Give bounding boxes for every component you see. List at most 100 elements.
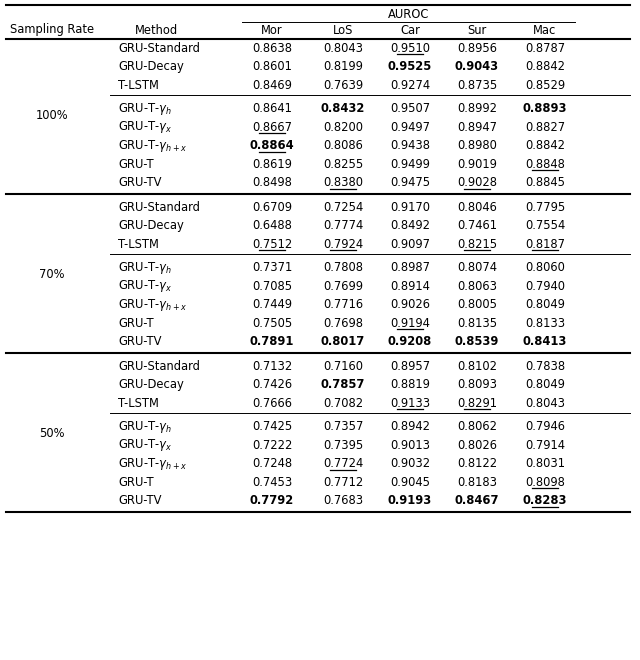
Text: GRU-T-$\gamma_{h+x}$: GRU-T-$\gamma_{h+x}$ [118, 456, 188, 472]
Text: 0.9170: 0.9170 [390, 201, 430, 214]
Text: GRU-Standard: GRU-Standard [118, 201, 200, 214]
Text: 0.8062: 0.8062 [457, 420, 497, 433]
Text: 0.7698: 0.7698 [323, 317, 363, 330]
Text: 0.8638: 0.8638 [252, 42, 292, 55]
Text: 0.9194: 0.9194 [390, 317, 430, 330]
Text: GRU-TV: GRU-TV [118, 176, 161, 189]
Text: GRU-Standard: GRU-Standard [118, 42, 200, 55]
Text: 0.9510: 0.9510 [390, 42, 430, 55]
Text: 0.7891: 0.7891 [250, 335, 294, 348]
Text: 0.9043: 0.9043 [455, 60, 499, 73]
Text: T-LSTM: T-LSTM [118, 79, 159, 92]
Text: 0.8098: 0.8098 [525, 476, 565, 489]
Text: 0.8026: 0.8026 [457, 439, 497, 451]
Text: 0.7512: 0.7512 [252, 238, 292, 251]
Text: 0.8005: 0.8005 [457, 298, 497, 312]
Text: 0.8291: 0.8291 [457, 397, 497, 410]
Text: 0.7639: 0.7639 [323, 79, 363, 92]
Text: 0.8498: 0.8498 [252, 176, 292, 189]
Text: 0.6488: 0.6488 [252, 219, 292, 232]
Text: Car: Car [400, 24, 420, 36]
Text: GRU-T: GRU-T [118, 476, 154, 489]
Text: 0.9133: 0.9133 [390, 397, 430, 410]
Text: GRU-T-$\gamma_{h+x}$: GRU-T-$\gamma_{h+x}$ [118, 138, 188, 154]
Text: 0.8942: 0.8942 [390, 420, 430, 433]
Text: 0.7716: 0.7716 [323, 298, 363, 312]
Text: 0.8893: 0.8893 [523, 102, 567, 115]
Text: 0.7426: 0.7426 [252, 378, 292, 391]
Text: 0.8043: 0.8043 [525, 397, 565, 410]
Text: 0.8992: 0.8992 [457, 102, 497, 115]
Text: 0.8135: 0.8135 [457, 317, 497, 330]
Text: 0.8432: 0.8432 [321, 102, 365, 115]
Text: 100%: 100% [36, 109, 68, 122]
Text: 0.8842: 0.8842 [525, 139, 565, 152]
Text: 50%: 50% [39, 427, 65, 440]
Text: 0.7699: 0.7699 [323, 280, 363, 293]
Text: 0.7712: 0.7712 [323, 476, 363, 489]
Text: 0.7453: 0.7453 [252, 476, 292, 489]
Text: Sampling Rate: Sampling Rate [10, 24, 94, 36]
Text: 0.7395: 0.7395 [323, 439, 363, 451]
Text: 0.9274: 0.9274 [390, 79, 430, 92]
Text: 0.8956: 0.8956 [457, 42, 497, 55]
Text: GRU-Standard: GRU-Standard [118, 360, 200, 373]
Text: Mac: Mac [533, 24, 557, 36]
Text: 0.7795: 0.7795 [525, 201, 565, 214]
Text: 70%: 70% [39, 268, 65, 281]
Text: 0.8413: 0.8413 [523, 335, 567, 348]
Text: 0.8539: 0.8539 [455, 335, 499, 348]
Text: GRU-T-$\gamma_h$: GRU-T-$\gamma_h$ [118, 101, 172, 117]
Text: 0.7132: 0.7132 [252, 360, 292, 373]
Text: 0.8086: 0.8086 [323, 139, 363, 152]
Text: 0.9019: 0.9019 [457, 158, 497, 171]
Text: 0.8980: 0.8980 [457, 139, 497, 152]
Text: GRU-T-$\gamma_x$: GRU-T-$\gamma_x$ [118, 279, 172, 294]
Text: 0.7461: 0.7461 [457, 219, 497, 232]
Text: GRU-TV: GRU-TV [118, 335, 161, 348]
Text: GRU-T-$\gamma_h$: GRU-T-$\gamma_h$ [118, 418, 172, 435]
Text: 0.7792: 0.7792 [250, 494, 294, 508]
Text: 0.8819: 0.8819 [390, 378, 430, 391]
Text: 0.8122: 0.8122 [457, 457, 497, 470]
Text: 0.8735: 0.8735 [457, 79, 497, 92]
Text: GRU-T-$\gamma_x$: GRU-T-$\gamma_x$ [118, 437, 172, 453]
Text: 0.8060: 0.8060 [525, 261, 565, 275]
Text: LoS: LoS [333, 24, 353, 36]
Text: 0.8183: 0.8183 [457, 476, 497, 489]
Text: 0.8845: 0.8845 [525, 176, 565, 189]
Text: 0.7683: 0.7683 [323, 494, 363, 508]
Text: 0.8848: 0.8848 [525, 158, 565, 171]
Text: 0.9045: 0.9045 [390, 476, 430, 489]
Text: GRU-Decay: GRU-Decay [118, 219, 184, 232]
Text: 0.8102: 0.8102 [457, 360, 497, 373]
Text: 0.8199: 0.8199 [323, 60, 363, 73]
Text: 0.7222: 0.7222 [252, 439, 292, 451]
Text: 0.9193: 0.9193 [388, 494, 432, 508]
Text: 0.8049: 0.8049 [525, 378, 565, 391]
Text: 0.8827: 0.8827 [525, 121, 565, 134]
Text: 0.8947: 0.8947 [457, 121, 497, 134]
Text: GRU-TV: GRU-TV [118, 494, 161, 508]
Text: 0.8842: 0.8842 [525, 60, 565, 73]
Text: 0.8063: 0.8063 [457, 280, 497, 293]
Text: 0.8641: 0.8641 [252, 102, 292, 115]
Text: 0.9028: 0.9028 [457, 176, 497, 189]
Text: 0.9497: 0.9497 [390, 121, 430, 134]
Text: 0.7724: 0.7724 [323, 457, 363, 470]
Text: 0.9525: 0.9525 [388, 60, 432, 73]
Text: 0.8667: 0.8667 [252, 121, 292, 134]
Text: 0.9013: 0.9013 [390, 439, 430, 451]
Text: 0.7357: 0.7357 [323, 420, 363, 433]
Text: 0.8914: 0.8914 [390, 280, 430, 293]
Text: 0.7554: 0.7554 [525, 219, 565, 232]
Text: 0.7940: 0.7940 [525, 280, 565, 293]
Text: T-LSTM: T-LSTM [118, 238, 159, 251]
Text: Mor: Mor [261, 24, 283, 36]
Text: 0.8380: 0.8380 [323, 176, 363, 189]
Text: 0.8049: 0.8049 [525, 298, 565, 312]
Text: 0.8046: 0.8046 [457, 201, 497, 214]
Text: 0.8467: 0.8467 [455, 494, 499, 508]
Text: 0.7505: 0.7505 [252, 317, 292, 330]
Text: 0.7666: 0.7666 [252, 397, 292, 410]
